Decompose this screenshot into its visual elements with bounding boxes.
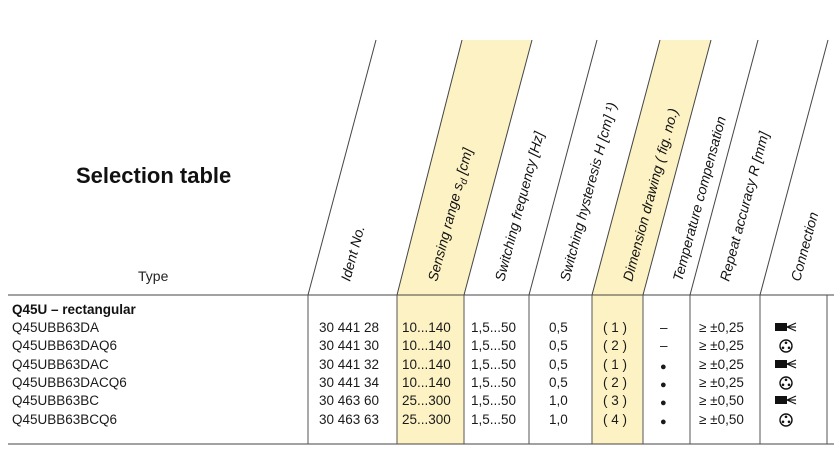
type-column-label: Type [138,268,169,284]
temperature-compensation-cell: ● [660,360,667,373]
switching-hysteresis-cell: 0,5 [549,356,568,372]
switching-hysteresis-cell: 0,5 [549,374,568,390]
ident-number-cell: 30 441 30 [319,338,380,354]
temperature-compensation-cell: ● [660,378,667,391]
product-type-cell: Q45UBB63DA [12,320,100,335]
product-type-cell: Q45UBB63DAQ6 [12,338,118,354]
switching-frequency-cell: 1,5...50 [471,411,517,427]
repeat-accuracy-cell: ≥ ±0,25 [699,320,744,335]
ident-number-cell: 30 441 28 [319,320,380,335]
header-separators [307,39,829,296]
dimension-drawing-cell: ( 4 ) [603,411,628,427]
temperature-compensation-cell: ● [660,397,667,410]
dimension-column-highlight [592,40,711,444]
page-title: Selection table [76,163,232,188]
header-repeat-accuracy: Repeat accuracy R [mm] [716,129,772,283]
sensing-range-cell: 10...140 [402,374,451,390]
product-type-cell: Q45UBB63BCQ6 [12,411,118,427]
temperature-compensation-cell: – [660,338,668,354]
repeat-accuracy-cell: ≥ ±0,50 [699,393,744,409]
sensing-range-cell: 10...140 [402,356,451,372]
dimension-drawing-cell: ( 2 ) [603,338,628,354]
header-connection: Connection [787,210,821,283]
dimension-drawing-cell: ( 3 ) [603,393,628,409]
switching-frequency-cell: 1,5...50 [471,393,517,409]
sensing-range-cell: 25...300 [402,393,451,409]
range-column-highlight [397,40,532,444]
switching-frequency-cell: 1,5...50 [471,374,517,390]
dimension-drawing-cell: ( 1 ) [603,356,628,372]
product-type-cell: Q45UBB63BC [12,393,100,409]
temperature-compensation-cell: – [660,320,668,335]
switching-frequency-cell: 1,5...50 [471,320,517,335]
switching-hysteresis-cell: 0,5 [549,320,568,335]
repeat-accuracy-cell: ≥ ±0,25 [699,374,744,390]
repeat-accuracy-cell: ≥ ±0,50 [699,411,744,427]
dimension-drawing-cell: ( 1 ) [603,320,628,335]
temperature-compensation-cell: ● [660,415,667,428]
group-title: Q45U – rectangular [12,302,136,317]
switching-frequency-cell: 1,5...50 [471,356,517,372]
repeat-accuracy-cell: ≥ ±0,25 [699,338,744,354]
sensing-range-cell: 25...300 [402,411,451,427]
product-type-cell: Q45UBB63DAC [12,356,109,372]
ident-number-cell: 30 441 34 [319,374,380,390]
product-type-cell: Q45UBB63DACQ6 [12,374,127,390]
ident-number-cell: 30 441 32 [319,356,380,372]
switching-hysteresis-cell: 1,0 [549,411,568,427]
body-separators [307,295,828,444]
repeat-accuracy-cell: ≥ ±0,25 [699,356,744,372]
dimension-drawing-cell: ( 2 ) [603,374,628,390]
ident-number-cell: 30 463 60 [319,393,380,409]
switching-hysteresis-cell: 1,0 [549,393,568,409]
switching-hysteresis-cell: 0,5 [549,338,568,354]
ident-number-cell: 30 463 63 [319,411,380,427]
sensing-range-cell: 10...140 [402,338,451,354]
header-ident: Ident No. [337,224,367,283]
switching-frequency-cell: 1,5...50 [471,338,517,354]
sensing-range-cell: 10...140 [402,320,451,335]
